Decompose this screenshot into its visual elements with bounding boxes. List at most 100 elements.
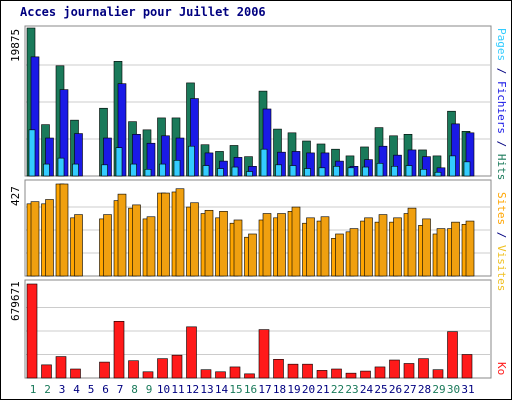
bar-pages-30 xyxy=(449,155,456,177)
bar-pages-2 xyxy=(43,163,50,177)
bar-visits-21 xyxy=(320,216,330,277)
day-label-28: 28 xyxy=(418,383,431,396)
bar-pages-6 xyxy=(101,164,108,177)
bar-pages-28 xyxy=(420,168,427,177)
bar-pages-20 xyxy=(304,168,311,177)
day-label-9: 9 xyxy=(146,383,153,396)
bar-kb-4 xyxy=(70,368,81,379)
bar-visits-14 xyxy=(219,211,228,277)
bar-visits-31 xyxy=(465,220,475,277)
day-label-4: 4 xyxy=(73,383,80,396)
top-ymax-label: 19875 xyxy=(9,29,22,62)
day-label-17: 17 xyxy=(258,383,271,396)
legend-hits: Hits xyxy=(495,154,508,181)
bar-kb-12 xyxy=(186,326,197,379)
bar-visits-10 xyxy=(161,192,170,277)
bar-pages-18 xyxy=(275,164,282,177)
top-right-legend: Pages / Fichiers / Hits xyxy=(495,28,508,180)
day-label-2: 2 xyxy=(44,383,51,396)
bar-kb-16 xyxy=(244,373,255,379)
bar-pages-1 xyxy=(28,129,36,177)
legend-kb: Ko xyxy=(495,362,508,375)
bar-pages-23 xyxy=(347,167,355,177)
bar-visits-11 xyxy=(175,188,185,277)
bottom-ymax-label: 679671 xyxy=(9,281,22,321)
bar-pages-16 xyxy=(246,171,253,177)
day-label-18: 18 xyxy=(273,383,286,396)
bar-visits-17 xyxy=(262,213,272,277)
bar-kb-22 xyxy=(331,368,342,379)
bar-visits-9 xyxy=(146,216,156,277)
day-label-1: 1 xyxy=(30,383,37,396)
bar-visits-3 xyxy=(59,183,69,277)
bar-visits-16 xyxy=(248,233,257,277)
bar-pages-11 xyxy=(173,160,181,177)
bar-visits-28 xyxy=(422,218,431,277)
bar-kb-8 xyxy=(128,360,139,379)
bar-kb-28 xyxy=(418,358,429,379)
bar-kb-13 xyxy=(200,369,212,379)
bar-pages-8 xyxy=(130,163,137,177)
bar-pages-31 xyxy=(463,161,471,177)
bar-kb-15 xyxy=(229,366,241,379)
day-label-27: 27 xyxy=(403,383,416,396)
legend-sites: Sites xyxy=(495,192,508,225)
middle-right-legend: Sites / Visites xyxy=(495,192,508,291)
bar-visits-20 xyxy=(306,217,315,277)
bar-pages-22 xyxy=(333,166,340,177)
bar-pages-10 xyxy=(159,163,166,177)
bar-pages-9 xyxy=(144,168,152,177)
bar-kb-3 xyxy=(55,356,67,379)
bars-layer xyxy=(26,27,475,379)
bar-kb-21 xyxy=(316,370,328,379)
day-label-8: 8 xyxy=(131,383,138,396)
bar-visits-23 xyxy=(349,228,359,277)
day-label-5: 5 xyxy=(88,383,95,396)
bar-visits-22 xyxy=(335,233,344,277)
bar-visits-13 xyxy=(204,209,214,277)
bar-visits-6 xyxy=(103,214,112,277)
bar-kb-17 xyxy=(258,329,270,379)
bar-kb-27 xyxy=(403,363,415,379)
bar-pages-24 xyxy=(362,166,369,177)
bar-kb-20 xyxy=(302,363,313,379)
bar-kb-1 xyxy=(26,283,38,379)
bar-visits-15 xyxy=(233,219,243,277)
day-label-10: 10 xyxy=(157,383,170,396)
bar-pages-3 xyxy=(57,157,65,177)
bar-pages-27 xyxy=(405,165,413,177)
legend-sep-1: / xyxy=(495,61,508,81)
bar-visits-24 xyxy=(364,217,373,277)
day-label-3: 3 xyxy=(59,383,66,396)
bar-visits-19 xyxy=(291,206,301,277)
day-label-14: 14 xyxy=(215,383,229,396)
day-label-22: 22 xyxy=(331,383,344,396)
bar-kb-23 xyxy=(345,372,357,379)
bar-pages-4 xyxy=(72,163,79,177)
bar-visits-2 xyxy=(45,199,54,277)
day-label-31: 31 xyxy=(461,383,474,396)
day-label-25: 25 xyxy=(374,383,387,396)
day-label-7: 7 xyxy=(117,383,124,396)
bar-kb-10 xyxy=(157,358,168,379)
bar-kb-2 xyxy=(41,364,52,379)
bar-visits-18 xyxy=(277,213,286,277)
bar-kb-30 xyxy=(447,331,458,379)
middle-ymax-label: 427 xyxy=(9,186,22,206)
legend-visits: Visites xyxy=(495,245,508,291)
bar-pages-25 xyxy=(376,163,384,177)
bar-visits-30 xyxy=(451,221,460,277)
bar-pages-17 xyxy=(260,148,268,177)
bar-kb-11 xyxy=(171,354,183,379)
bar-kb-9 xyxy=(142,371,154,379)
bar-kb-7 xyxy=(113,320,125,379)
legend-sep-3: / xyxy=(495,225,508,245)
day-label-24: 24 xyxy=(360,383,374,396)
day-labels: 1 2 3 4 5 6 7 8 9 10 11 12 13 14 15 16 17 18 19 20 21 22 23 24 2… xyxy=(30,383,475,396)
bar-visits-4 xyxy=(74,214,83,277)
bottom-right-legend: Ko xyxy=(495,362,508,375)
bar-pages-7 xyxy=(115,147,123,177)
bar-visits-1 xyxy=(30,201,40,277)
bar-pages-13 xyxy=(202,165,210,177)
bar-visits-26 xyxy=(393,217,402,277)
